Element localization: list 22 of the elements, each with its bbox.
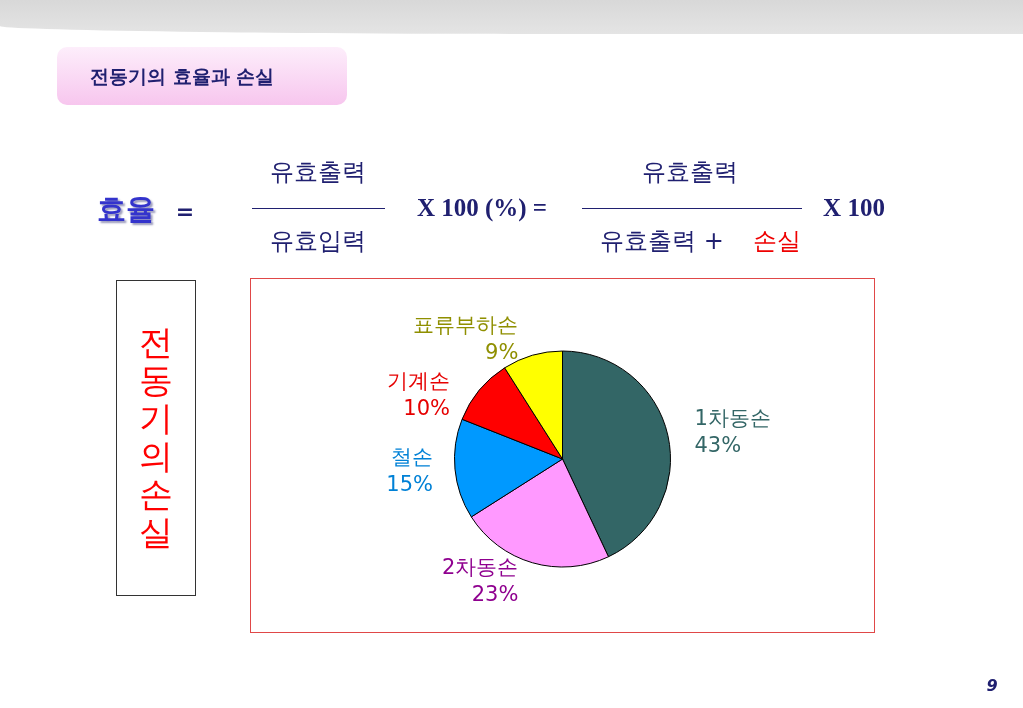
slice-label: 철손	[391, 445, 434, 470]
text: 손실	[753, 226, 801, 255]
data-label: 43%	[694, 433, 742, 458]
text: 전동기의 손실	[139, 321, 174, 553]
text: 전동기의 효율과 손실	[90, 64, 275, 89]
data-label: 23%	[471, 581, 519, 606]
text: 유효출력	[270, 157, 366, 186]
slice-label: 표류부하손	[413, 312, 519, 337]
text: X 100 (%) =	[416, 194, 548, 222]
text: X 100	[823, 194, 885, 222]
data-label: 9%	[485, 339, 519, 364]
text: =	[175, 198, 195, 225]
text: 유효입력	[270, 226, 366, 255]
data-label: 15%	[386, 472, 434, 497]
text: 효율	[97, 192, 155, 227]
text: 유효출력 +	[600, 226, 724, 255]
text: 9	[986, 676, 998, 696]
text: 유효출력	[642, 157, 738, 186]
slice-label: 1차동손	[694, 406, 771, 431]
slice-label: 기계손	[387, 368, 451, 393]
data-label: 10%	[403, 395, 451, 420]
slice-label: 2차동손	[441, 554, 519, 579]
